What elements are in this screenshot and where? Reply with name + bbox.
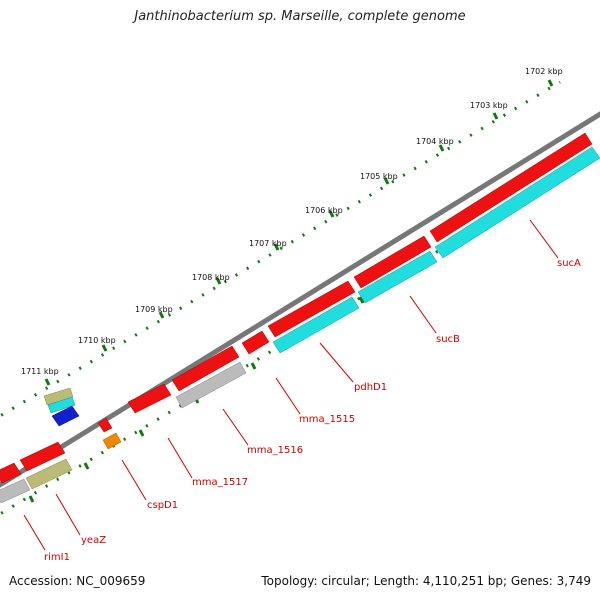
gene-label-cspD1[interactable]: cspD1 [147, 500, 178, 511]
gene-label-mma1515[interactable]: mma_1515 [299, 414, 355, 425]
major-ticks [44, 79, 554, 386]
tick-label-1704: 1704 kbp [416, 137, 454, 146]
gene-label-sucA[interactable]: sucA [557, 258, 581, 269]
gene-yeaZ-forward[interactable] [19, 441, 66, 472]
tick-label-1710: 1710 kbp [78, 336, 116, 345]
forward-genes [0, 132, 593, 484]
gene-label-mma1516[interactable]: mma_1516 [247, 445, 303, 456]
gene-label-sucB[interactable]: sucB [436, 334, 460, 345]
genome-summary-text: Topology: circular; Length: 4,110,251 bp… [261, 574, 591, 588]
gene-label-rimI1[interactable]: rimI1 [44, 552, 70, 563]
outer-tick-ring [0, 80, 561, 418]
feature-cyan-top[interactable] [47, 396, 76, 414]
misc-features [43, 387, 122, 450]
gene-pdhD1-forward[interactable] [267, 280, 356, 338]
reverse-genes [0, 146, 600, 504]
feature-orange[interactable] [102, 432, 122, 450]
tick-label-1707: 1707 kbp [249, 239, 287, 248]
map-title: Janthinobacterium sp. Marseille, complet… [134, 9, 466, 24]
gene-rimI1-forward[interactable] [0, 462, 22, 484]
gene-sucB-forward[interactable] [353, 235, 432, 289]
feature-olive-top[interactable] [43, 387, 74, 406]
genome-backbone [0, 111, 600, 488]
tick-label-1702: 1702 kbp [525, 67, 563, 76]
gene-mma1515-forward[interactable] [241, 330, 270, 355]
tick-label-1705: 1705 kbp [360, 172, 398, 181]
gene-label-pdhD1[interactable]: pdhD1 [354, 382, 387, 393]
gene-label-mma1517[interactable]: mma_1517 [192, 477, 248, 488]
gene-cspD1-forward[interactable] [97, 417, 113, 433]
gene-sucA-forward[interactable] [429, 132, 593, 243]
gene-sucA-reverse[interactable] [434, 146, 600, 259]
gene-yeaZ-reverse[interactable] [25, 458, 73, 490]
gene-sucB-reverse[interactable] [357, 250, 438, 304]
gene-mma1517-forward[interactable] [127, 383, 172, 414]
inner-tick-ring [0, 152, 600, 516]
feature-blue[interactable] [51, 405, 80, 427]
tick-label-1711: 1711 kbp [21, 367, 59, 376]
gene-pdhD1-reverse[interactable] [272, 296, 360, 354]
gene-rimI1-reverse[interactable] [0, 478, 31, 504]
accession-text: Accession: NC_009659 [9, 574, 146, 588]
gene-label-yeaZ[interactable]: yeaZ [81, 535, 106, 546]
tick-label-1703: 1703 kbp [470, 101, 508, 110]
tick-label-1706: 1706 kbp [305, 206, 343, 215]
tick-label-1708: 1708 kbp [192, 273, 230, 282]
gene-mma1516-reverse[interactable] [175, 361, 247, 409]
gene-mma1516-forward[interactable] [171, 345, 240, 392]
label-leaders [23, 219, 559, 551]
tick-label-1709: 1709 kbp [135, 305, 173, 314]
